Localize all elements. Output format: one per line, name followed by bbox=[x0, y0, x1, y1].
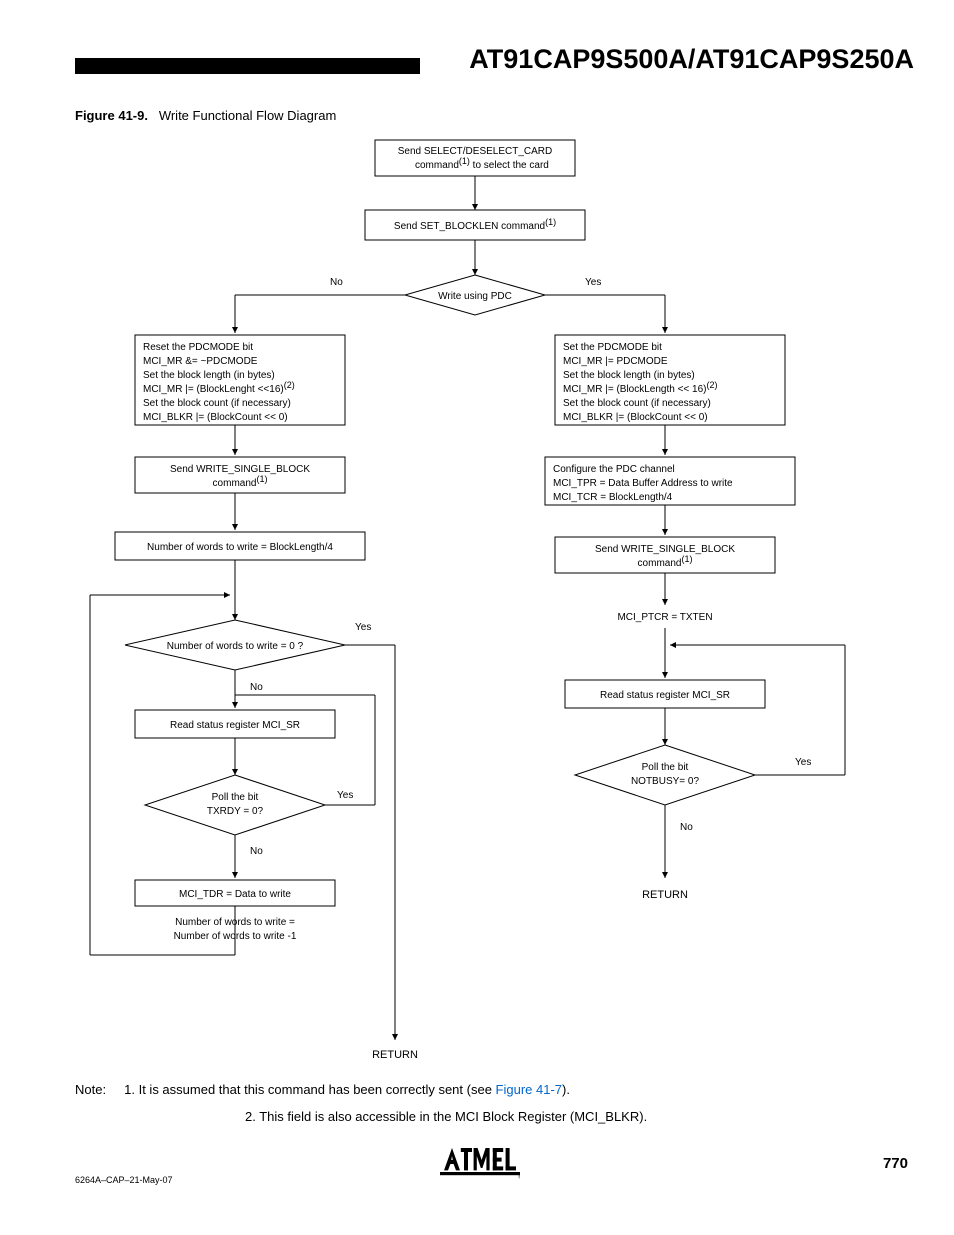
rwsb-l1: Send WRITE_SINGLE_BLOCK bbox=[595, 544, 735, 555]
d2-yes: Yes bbox=[355, 622, 371, 633]
lc-l1: Reset the PDCMODE bit bbox=[143, 342, 253, 353]
figure-title: Write Functional Flow Diagram bbox=[159, 108, 336, 123]
left-return: RETURN bbox=[372, 1049, 418, 1061]
nwords: Number of words to write = BlockLength/4 bbox=[147, 542, 333, 553]
lc-sup2: (2) bbox=[284, 380, 295, 390]
txten: MCI_PTCR = TXTEN bbox=[617, 612, 712, 623]
d3-no: No bbox=[250, 846, 263, 857]
note-prefix: Note: bbox=[75, 1082, 106, 1097]
figure-caption: Figure 41-9. Write Functional Flow Diagr… bbox=[75, 108, 336, 123]
n1-line2b: to select the card bbox=[470, 160, 549, 171]
datasheet-page: AT91CAP9S500A/AT91CAP9S250A Figure 41-9.… bbox=[0, 0, 954, 1235]
lc-l6: MCI_BLKR |= (BlockCount << 0) bbox=[143, 412, 288, 423]
n2-text: Send SET_BLOCKLEN command bbox=[394, 221, 545, 232]
figure-number: Figure 41-9. bbox=[75, 108, 148, 123]
note1b: ). bbox=[562, 1082, 570, 1097]
d4-l2: NOTBUSY= 0? bbox=[631, 776, 700, 787]
rc-l4a: MCI_MR |= (BlockLength << 16) bbox=[563, 384, 707, 395]
doc-code: 6264A–CAP–21-May-07 bbox=[75, 1175, 173, 1185]
header-title: AT91CAP9S500A/AT91CAP9S250A bbox=[469, 44, 914, 75]
d1-yes: Yes bbox=[585, 277, 601, 288]
n2-sup: (1) bbox=[545, 217, 556, 227]
note1a: 1. It is assumed that this command has b… bbox=[124, 1082, 495, 1097]
n1-line2a: command bbox=[415, 160, 459, 171]
d4-l1: Poll the bit bbox=[642, 762, 689, 773]
rc-l3: Set the block length (in bytes) bbox=[563, 370, 695, 381]
svg-text:®: ® bbox=[518, 1173, 520, 1180]
d3-yes: Yes bbox=[337, 790, 353, 801]
d1-no: No bbox=[330, 277, 343, 288]
d4-yes: Yes bbox=[795, 757, 811, 768]
rwsb-sup: (1) bbox=[681, 554, 692, 564]
tdr: MCI_TDR = Data to write bbox=[179, 889, 291, 900]
d1-text: Write using PDC bbox=[438, 291, 512, 302]
rc-l1: Set the PDCMODE bit bbox=[563, 342, 662, 353]
rwsb-l2: command bbox=[638, 558, 682, 569]
rrsr: Read status register MCI_SR bbox=[600, 690, 730, 701]
rc-sup2: (2) bbox=[707, 380, 718, 390]
notes: Note: 1. It is assumed that this command… bbox=[75, 1080, 647, 1128]
lwsb-l2: command bbox=[213, 478, 257, 489]
decision-txrdy bbox=[145, 775, 325, 835]
decision-notbusy bbox=[575, 745, 755, 805]
lrsr: Read status register MCI_SR bbox=[170, 720, 300, 731]
header-rule bbox=[75, 58, 420, 74]
lc-l3: Set the block length (in bytes) bbox=[143, 370, 275, 381]
right-return: RETURN bbox=[642, 889, 688, 901]
n1-line1: Send SELECT/DESELECT_CARD bbox=[398, 146, 553, 157]
d4-no: No bbox=[680, 822, 693, 833]
atmel-logo: ® bbox=[440, 1140, 520, 1180]
rc-l5: Set the block count (if necessary) bbox=[563, 398, 711, 409]
pdc-l3: MCI_TCR = BlockLength/4 bbox=[553, 492, 673, 503]
pdc-l1: Configure the PDC channel bbox=[553, 464, 675, 475]
note1-link[interactable]: Figure 41-7 bbox=[496, 1082, 562, 1097]
n1-sup: (1) bbox=[459, 156, 470, 166]
flowchart-svg: Send SELECT/DESELECT_CARD command(1) to … bbox=[75, 130, 895, 1070]
note2: 2. This field is also accessible in the … bbox=[245, 1107, 647, 1128]
lc-l5: Set the block count (if necessary) bbox=[143, 398, 291, 409]
d3-l2: TXRDY = 0? bbox=[207, 806, 264, 817]
pdc-l2: MCI_TPR = Data Buffer Address to write bbox=[553, 478, 733, 489]
lwsb-sup: (1) bbox=[256, 474, 267, 484]
lwsb-l1: Send WRITE_SINGLE_BLOCK bbox=[170, 464, 310, 475]
d2-text: Number of words to write = 0 ? bbox=[167, 641, 304, 652]
lc-l2: MCI_MR &= ~PDCMODE bbox=[143, 356, 258, 367]
rc-l6: MCI_BLKR |= (BlockCount << 0) bbox=[563, 412, 708, 423]
rc-l2: MCI_MR |= PDCMODE bbox=[563, 356, 668, 367]
lc-l4a: MCI_MR |= (BlockLenght <<16) bbox=[143, 384, 284, 395]
page-number: 770 bbox=[883, 1155, 908, 1172]
d2-no: No bbox=[250, 682, 263, 693]
d3-l1: Poll the bit bbox=[212, 792, 259, 803]
